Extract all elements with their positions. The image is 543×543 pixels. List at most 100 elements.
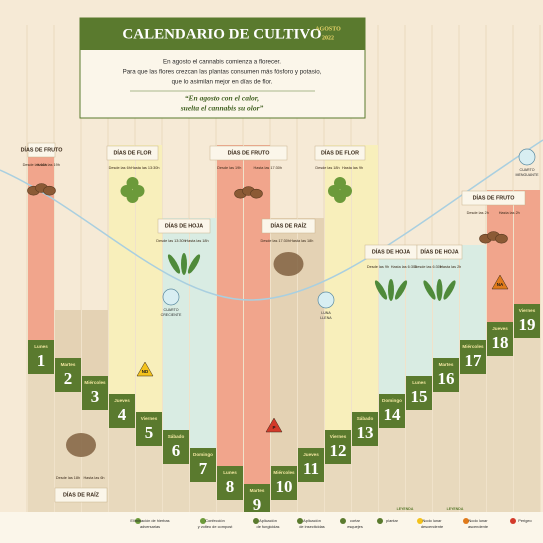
group-label-box (461, 190, 526, 206)
legend-item: esquejes (347, 524, 363, 529)
group-label: DÍAS DE HOJA (165, 221, 203, 229)
group-to: Hasta las 2h (499, 211, 520, 215)
badge-icon (265, 417, 283, 433)
legend-item: Aplicación (303, 518, 321, 523)
seed-icon (250, 188, 263, 199)
group-label-box (157, 218, 211, 234)
day-box (514, 304, 540, 338)
badge-label: NA (497, 282, 504, 287)
day-base (487, 356, 513, 512)
day-number: 11 (303, 459, 319, 478)
legend-item: Nodo lunar (468, 518, 488, 523)
weekday: Lunes (412, 380, 426, 385)
weekday: Viernes (519, 308, 536, 313)
legend-item: cortar (350, 518, 361, 523)
legend-item: de insecticidas (299, 524, 325, 529)
group-label-box (416, 244, 463, 260)
day-base (163, 464, 189, 512)
title: CALENDARIO DE CULTIVO (122, 26, 321, 42)
day-number: 5 (145, 423, 154, 442)
day-box (163, 430, 189, 464)
leaf-icon (181, 253, 187, 275)
day-base (433, 392, 459, 512)
day-box (352, 412, 378, 446)
legend: LEYENDA LEYENDA Eliminación de hierbasadve… (130, 507, 531, 529)
day-base (136, 446, 162, 512)
group-label: DÍAS DE RAÍZ (63, 490, 100, 498)
legend-icon (340, 518, 346, 524)
group-from: Desde las 6:30h (415, 265, 442, 269)
leaf-icon (443, 280, 456, 300)
root-icon (273, 252, 304, 276)
day-number: 7 (199, 459, 208, 478)
group-label-box (261, 218, 316, 234)
group-label-box (209, 145, 288, 161)
day-box (217, 466, 243, 500)
group-to: Hasta las 18h (290, 239, 313, 243)
day-column (217, 145, 243, 466)
weekday: Miércoles (84, 380, 106, 385)
legend-item: Confección (205, 518, 224, 523)
leaf-icon (374, 280, 388, 300)
root-icon (66, 433, 96, 457)
legend-strip (0, 512, 543, 543)
group-from: Desde las 18h (56, 476, 80, 480)
day-column (379, 245, 405, 394)
legend-item: Perigeo (518, 518, 531, 523)
moon-label: LLENA (320, 316, 332, 320)
day-number: 17 (465, 351, 483, 370)
seed-icon (43, 185, 56, 196)
weekday: Domingo (193, 452, 213, 457)
group-to: Hasta las 9h (342, 166, 363, 170)
day-box (487, 322, 513, 356)
group-to: Hasta las 17:30h (254, 166, 283, 170)
day-number: 8 (226, 477, 235, 496)
day-number: 13 (357, 423, 374, 442)
day-base (28, 374, 54, 512)
legend-icon (463, 518, 469, 524)
day-box (136, 412, 162, 446)
bud-icon (126, 191, 139, 203)
group-to: Hasta las 6:30h (391, 265, 417, 269)
group-to: Hasta las 19h (37, 163, 60, 167)
leaf-icon (388, 279, 394, 301)
intro-line: que lo asimilan mejor en días de flor. (172, 79, 273, 86)
day-box (325, 430, 351, 464)
leaf-icon (394, 280, 408, 300)
moon-label: CUARTO (163, 308, 178, 312)
intro-line: Para que las flores crezcan las plantas … (123, 69, 322, 76)
moon-icon (162, 288, 180, 306)
day-base (352, 446, 378, 512)
day-box (298, 448, 324, 482)
day-number: 18 (492, 333, 509, 352)
day-column (190, 218, 216, 448)
moon-icon (317, 291, 335, 309)
day-box (433, 358, 459, 392)
weekday: Miércoles (273, 470, 295, 475)
day-number: 19 (519, 315, 536, 334)
day-number: 2 (64, 369, 73, 388)
legend-item: Eliminación de hierbas (130, 518, 169, 523)
weekday: Miércoles (462, 344, 484, 349)
day-box (460, 340, 486, 374)
day-column (55, 310, 81, 358)
quote-line: “En agosto con el calor, (185, 94, 260, 103)
weekday: Jueves (114, 398, 130, 403)
group-from: Desde las 13:30h (156, 239, 186, 243)
legend-item: y volteo de compost (198, 524, 234, 529)
weekday: Martes (61, 362, 76, 367)
day-box (28, 340, 54, 374)
day-box (379, 394, 405, 428)
day-box (55, 358, 81, 392)
day-box (190, 448, 216, 482)
day-column (82, 310, 108, 376)
day-base (217, 500, 243, 512)
day-column (28, 145, 54, 340)
weekday: Viernes (330, 434, 347, 439)
moon-icon (518, 148, 536, 166)
group-label-box (314, 145, 366, 161)
badge-icon (136, 361, 154, 377)
bud-icon (334, 191, 346, 203)
